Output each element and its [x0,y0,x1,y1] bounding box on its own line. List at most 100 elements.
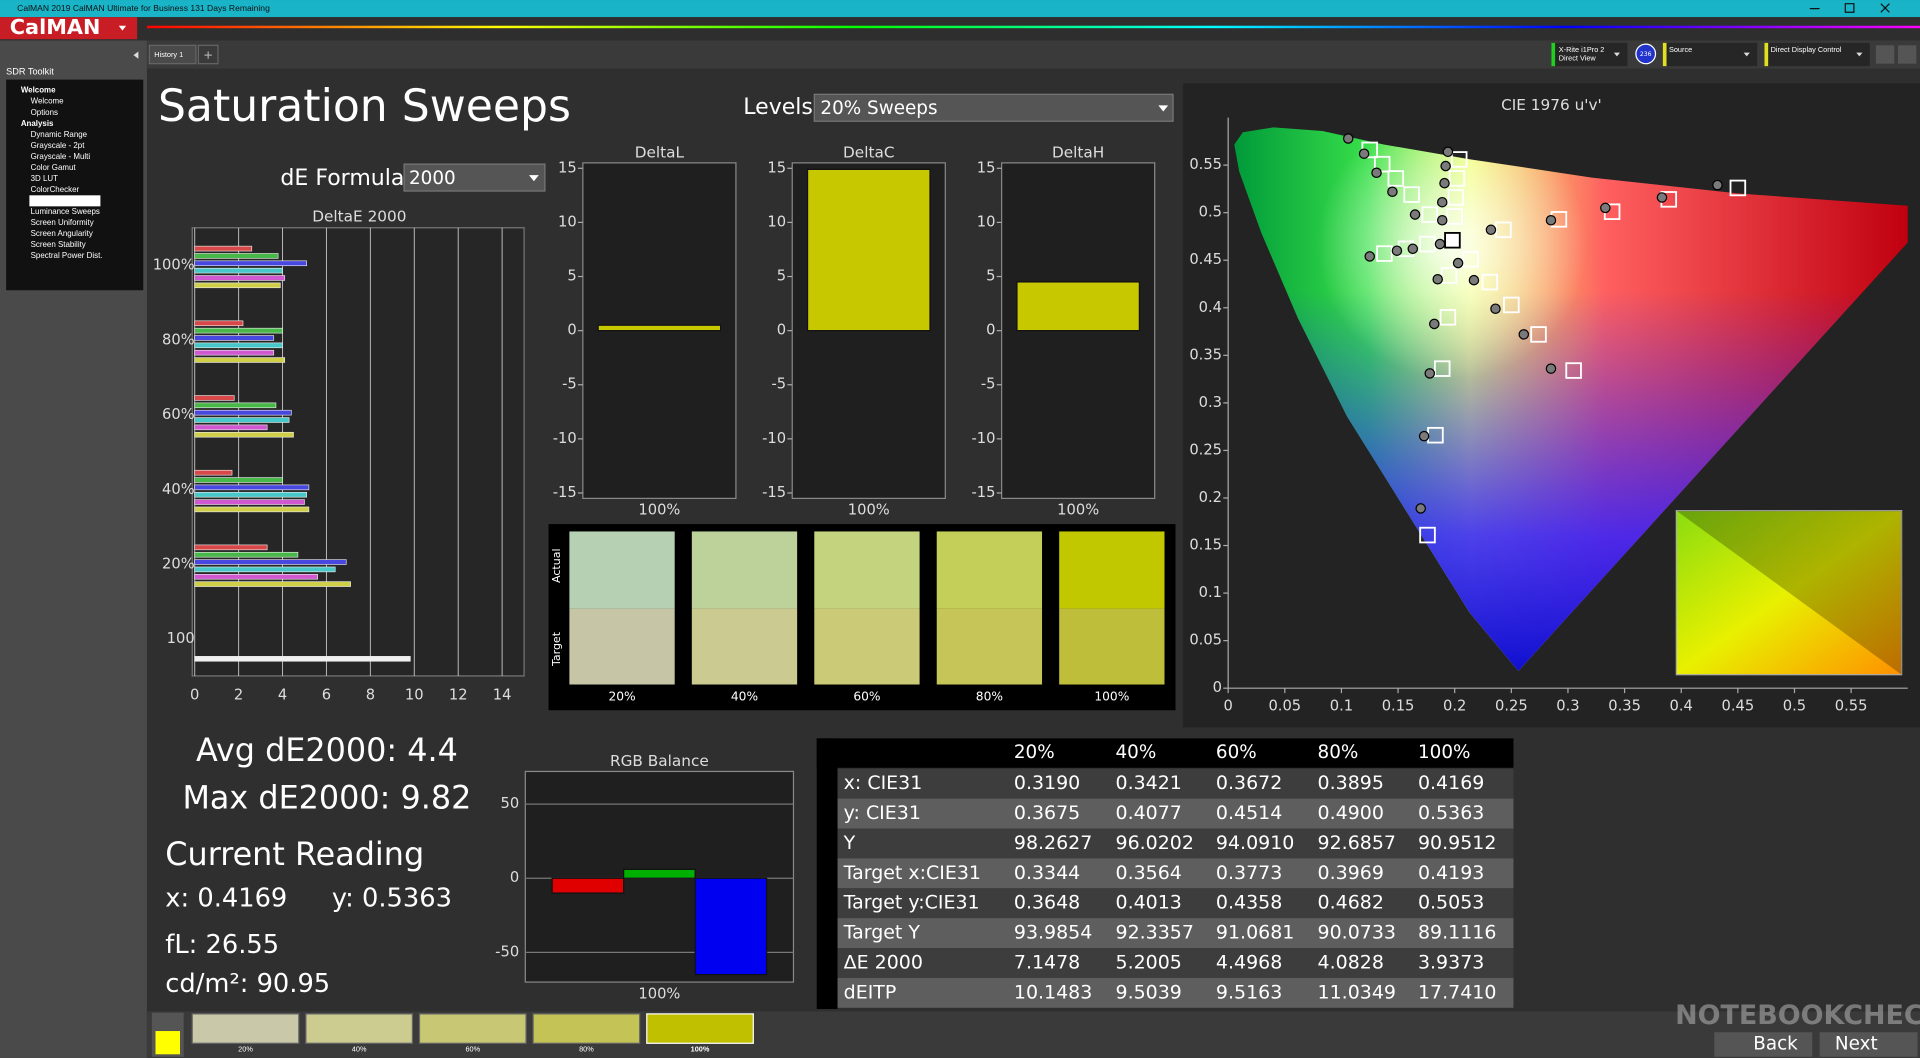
target-point [1565,362,1582,379]
target-point [1447,189,1465,206]
sidebar-item[interactable]: Options [31,108,58,117]
target-point [1421,206,1439,223]
sidebar-item[interactable]: Grayscale - 2pt [31,141,86,150]
sidebar-item[interactable]: Dynamic Range [31,130,88,139]
sidebar-group[interactable]: Analysis [21,119,54,128]
y-tick-label: 0.2 [1199,489,1222,506]
meter-status [1551,42,1556,67]
measured-point [1600,202,1611,214]
tab[interactable] [148,44,197,65]
meter-badge[interactable] [1635,43,1657,65]
y-tick-label: 0.05 [1189,632,1222,649]
footer-swatch[interactable] [191,1013,300,1044]
table-cell: 3.9373 [1418,951,1484,973]
sidebar-item[interactable]: Screen Uniformity [31,218,94,227]
table-cell: 0.4682 [1318,892,1384,914]
sidebar-item[interactable]: 3D LUT [31,174,58,183]
target-swatch [936,608,1043,685]
y-tick-label: 40% [162,481,195,498]
target-point [1448,170,1466,187]
bar [194,581,351,587]
table-cell: 0.3773 [1216,862,1282,884]
y-tick-label: -10 [553,430,577,447]
measured-point [1440,160,1451,172]
footer-swatch[interactable] [646,1013,754,1044]
footer-swatch[interactable] [418,1013,527,1044]
measured-point [1452,257,1464,269]
x-tick-label: 0.3 [1556,698,1579,715]
meter-box[interactable] [1551,42,1628,67]
levels-dropdown[interactable] [813,93,1174,122]
table-header [816,738,1514,768]
display-box[interactable] [1764,42,1870,67]
bar [194,559,347,565]
next-label[interactable]: Next [1835,1034,1878,1055]
sidebar-group[interactable]: Welcome [21,86,56,95]
bar [194,477,283,483]
table-row [837,918,1514,949]
y-tick-label: 5 [777,268,786,285]
table-cell: 93.9854 [1014,922,1092,944]
formula-value[interactable]: 2000 [409,168,456,189]
sidebar-item[interactable]: Screen Angularity [31,229,93,238]
next-button[interactable] [1819,1032,1918,1057]
source-box[interactable] [1662,42,1758,67]
bar [194,409,292,416]
table-row [837,977,1514,1008]
bar [194,574,318,580]
y-tick-label: 10 [977,213,996,230]
swatch-label: 20% [608,689,635,703]
bar [194,417,290,423]
measured-point [1371,167,1382,178]
x-tick-label: 0.05 [1268,698,1301,715]
logo[interactable] [0,17,138,40]
x-tick-label: 0 [190,687,199,704]
sidebar-item[interactable]: Grayscale - Multi [31,152,91,161]
sidebar-item[interactable]: Color Gamut [31,163,77,172]
y-tick-label: 0.5 [1199,204,1222,221]
chart-title: DeltaH [1052,144,1104,162]
tab-label[interactable]: History 1 [154,50,183,59]
sidebar-item[interactable]: Screen Stability [31,240,86,249]
sidebar-item[interactable]: Luminance Sweeps [31,207,100,216]
y-tick-label: 20% [162,556,195,573]
settings-button[interactable] [1875,45,1895,64]
target-point [1446,208,1463,225]
bar [194,275,286,281]
bar [694,877,768,976]
back-label[interactable]: Back [1753,1034,1798,1055]
max-de: Max dE2000: 9.82 [182,779,471,817]
table-header-cell: 60% [1216,742,1257,763]
measured-point [1358,148,1370,159]
current-color [155,1031,180,1055]
title-bar [0,0,1920,18]
bar [194,566,336,573]
levels-label: Levels: [743,95,820,120]
close-button[interactable] [1897,45,1917,64]
target-point [1419,526,1436,544]
y-tick-label: 0 [567,322,576,339]
y-tick-label: 0.15 [1189,537,1222,554]
formula-dropdown[interactable] [403,163,546,192]
sidebar-panel [6,79,144,291]
table-cell: 4.4968 [1216,951,1282,973]
sidebar-item[interactable]: Welcome [31,97,65,106]
zoom-inset-shade [1676,510,1902,675]
table-cell: 4.0828 [1318,951,1384,973]
x-tick-label: 100% [638,985,680,1002]
table-header-cell: 40% [1116,742,1157,763]
footer-swatch[interactable] [532,1013,641,1044]
back-button[interactable] [1714,1032,1813,1057]
levels-value[interactable]: 20% Sweeps [820,98,937,119]
sidebar-item[interactable]: Spectral Power Dist. [31,251,103,260]
table-cell: 0.5053 [1418,892,1484,914]
measured-point [1712,179,1723,191]
levels-arrow [1158,105,1169,112]
sidebar-item[interactable]: ColorChecker [31,185,80,194]
sidebar-item[interactable]: Saturation Sweeps [31,196,98,205]
bar [194,245,253,252]
footer-swatch[interactable] [305,1013,414,1044]
bar [194,260,307,267]
window-controls[interactable] [1809,3,1890,13]
collapse-arrow[interactable] [133,51,139,59]
